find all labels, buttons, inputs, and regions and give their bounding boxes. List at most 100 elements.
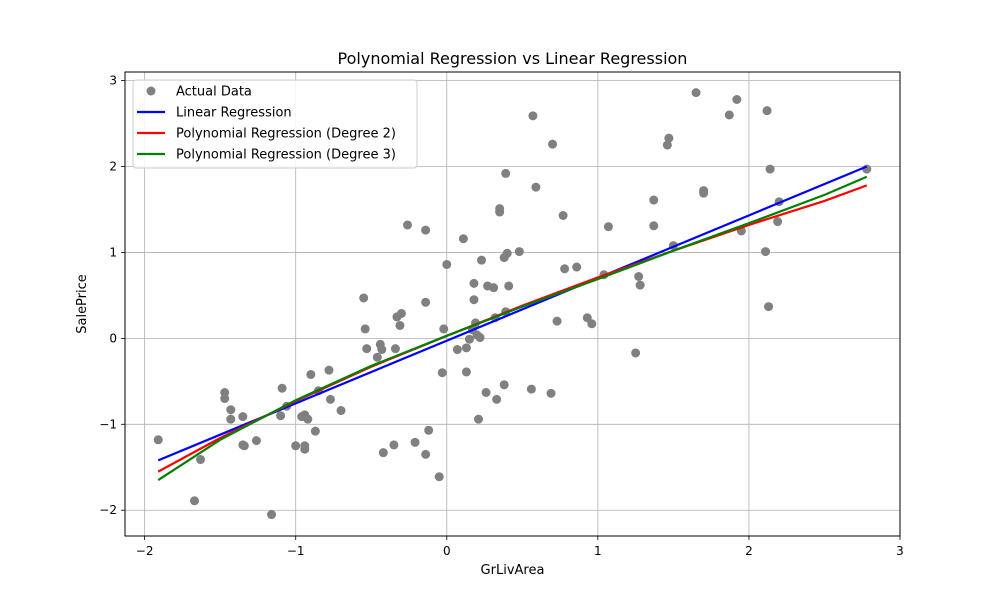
data-point [531,182,541,192]
legend-label: Linear Regression [176,106,292,121]
data-point [395,320,405,330]
data-point [469,278,479,288]
data-point [477,255,487,265]
data-point [528,111,538,121]
x-tick-label: 2 [745,544,753,558]
data-point [421,449,431,459]
data-point [310,426,320,436]
data-point [475,333,485,343]
data-point [238,412,248,422]
data-point [732,94,742,104]
plot-area [153,88,872,520]
data-point [325,394,335,404]
data-point [300,444,310,454]
data-point [437,368,447,378]
data-point [664,133,674,143]
data-point [239,441,249,451]
data-point [196,455,206,465]
data-point [773,217,783,227]
data-point [499,380,509,390]
data-point [303,414,313,424]
data-point [691,88,701,98]
data-point [360,324,370,334]
data-point [389,440,399,450]
data-point [649,195,659,205]
data-point [362,344,372,354]
data-point [761,247,771,257]
data-point [442,259,452,269]
data-point [501,168,511,178]
data-point [378,448,388,458]
data-point [560,264,570,274]
y-axis-label: SalePrice [75,274,90,334]
data-point [424,425,434,435]
data-point [469,295,479,305]
data-point [464,334,474,344]
data-point [699,188,709,198]
data-point [277,383,287,393]
data-point [603,222,613,232]
axes-frame [124,71,901,537]
y-tick-label: 2 [109,160,117,174]
data-point [635,280,645,290]
data-point [390,344,400,354]
data-point [546,388,556,398]
data-point [548,139,558,149]
y-tick-label: 3 [109,74,117,88]
data-point [324,365,334,375]
legend-label: Polynomial Regression (Degree 2) [176,127,396,142]
chart-title: Polynomial Regression vs Linear Regressi… [338,49,688,68]
data-point [434,472,444,482]
data-point [291,441,301,451]
data-point [461,343,471,353]
y-tick-label: −1 [99,417,117,431]
data-point [558,210,568,220]
data-point [421,225,431,235]
data-point [489,283,499,293]
data-point [421,297,431,307]
data-point [439,324,449,334]
x-tick-label: −1 [287,544,305,558]
x-tick-label: −2 [136,544,154,558]
x-tick-label: 1 [594,544,602,558]
axis-ticks: −2 −1 0 1 2 3 −2 −1 0 1 2 3 [99,74,904,558]
data-point [495,207,505,217]
x-tick-label: 0 [443,544,451,558]
x-tick-label: 3 [896,544,904,558]
legend-marker [146,86,156,96]
data-point [552,316,562,326]
data-point [458,234,468,244]
data-point [306,369,316,379]
data-point [276,411,286,421]
data-point [410,437,420,447]
legend: Actual Data Linear Regression Polynomial R… [132,79,418,169]
legend-box [132,79,418,169]
data-point [504,281,514,291]
data-point [587,319,597,329]
data-point [153,435,163,445]
data-point [220,394,230,404]
data-point [631,348,641,358]
data-point [461,367,471,377]
poly-degree3-line [157,175,868,482]
data-point [474,414,484,424]
data-point [649,221,659,231]
data-point [377,345,387,355]
data-point [502,248,512,258]
y-tick-label: 1 [109,245,117,259]
y-tick-label: −2 [99,503,117,517]
data-point [764,302,774,312]
data-point [526,384,536,394]
data-point [514,247,524,257]
legend-label: Actual Data [176,85,252,100]
legend-label: Polynomial Regression (Degree 3) [176,148,396,163]
data-point [226,414,236,424]
data-point [372,352,382,362]
y-tick-label: 0 [109,331,117,345]
data-point [267,510,277,520]
data-point [724,110,734,120]
data-point [492,394,502,404]
data-point [634,272,644,282]
data-point [862,164,872,174]
